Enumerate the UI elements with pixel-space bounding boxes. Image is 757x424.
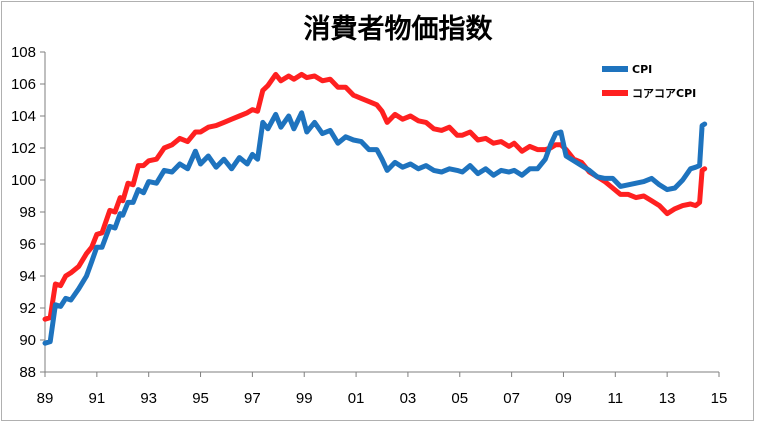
legend: CPI コアコアCPI [602,63,696,100]
y-tick-label: 90 [19,332,36,349]
x-tick-label: 01 [348,390,365,407]
legend-label-cpi: CPI [632,63,652,76]
y-tick-label: 88 [19,364,36,381]
series-line-core-core-cpi [42,71,708,322]
x-tick-label: 91 [89,390,106,407]
y-tick-label: 108 [11,44,36,61]
x-tick-label: 95 [192,390,209,407]
x-tick-label: 03 [400,390,417,407]
y-tick-label: 98 [19,204,36,221]
y-tick-label: 104 [11,108,36,125]
x-tick-label: 11 [608,390,624,407]
x-tick-label: 15 [711,390,728,407]
x-tick-label: 13 [659,390,676,407]
x-tick-label: 07 [503,390,520,407]
y-tick-label: 94 [19,268,36,285]
y-axis: 88 90 92 94 96 98 100 102 104 106 108 [11,44,45,381]
x-tick-label: 05 [451,390,468,407]
x-tick-label: 99 [296,390,313,407]
series-line-cpi [42,110,708,346]
series-layer [42,71,708,346]
y-tick-label: 96 [19,236,36,253]
y-tick-label: 100 [11,172,36,189]
x-tick-label: 97 [244,390,261,407]
legend-label-core-core-cpi: コアコアCPI [632,87,696,100]
chart-title: 消費者物価指数 [304,14,494,45]
y-tick-label: 106 [11,76,36,93]
x-tick-label: 89 [37,390,54,407]
y-tick-label: 92 [19,300,36,317]
x-tick-label: 93 [140,390,157,407]
y-tick-label: 102 [11,140,36,157]
x-axis: 89 91 93 95 97 99 01 03 05 07 09 11 13 15 [37,372,728,407]
x-tick-label: 09 [555,390,572,407]
